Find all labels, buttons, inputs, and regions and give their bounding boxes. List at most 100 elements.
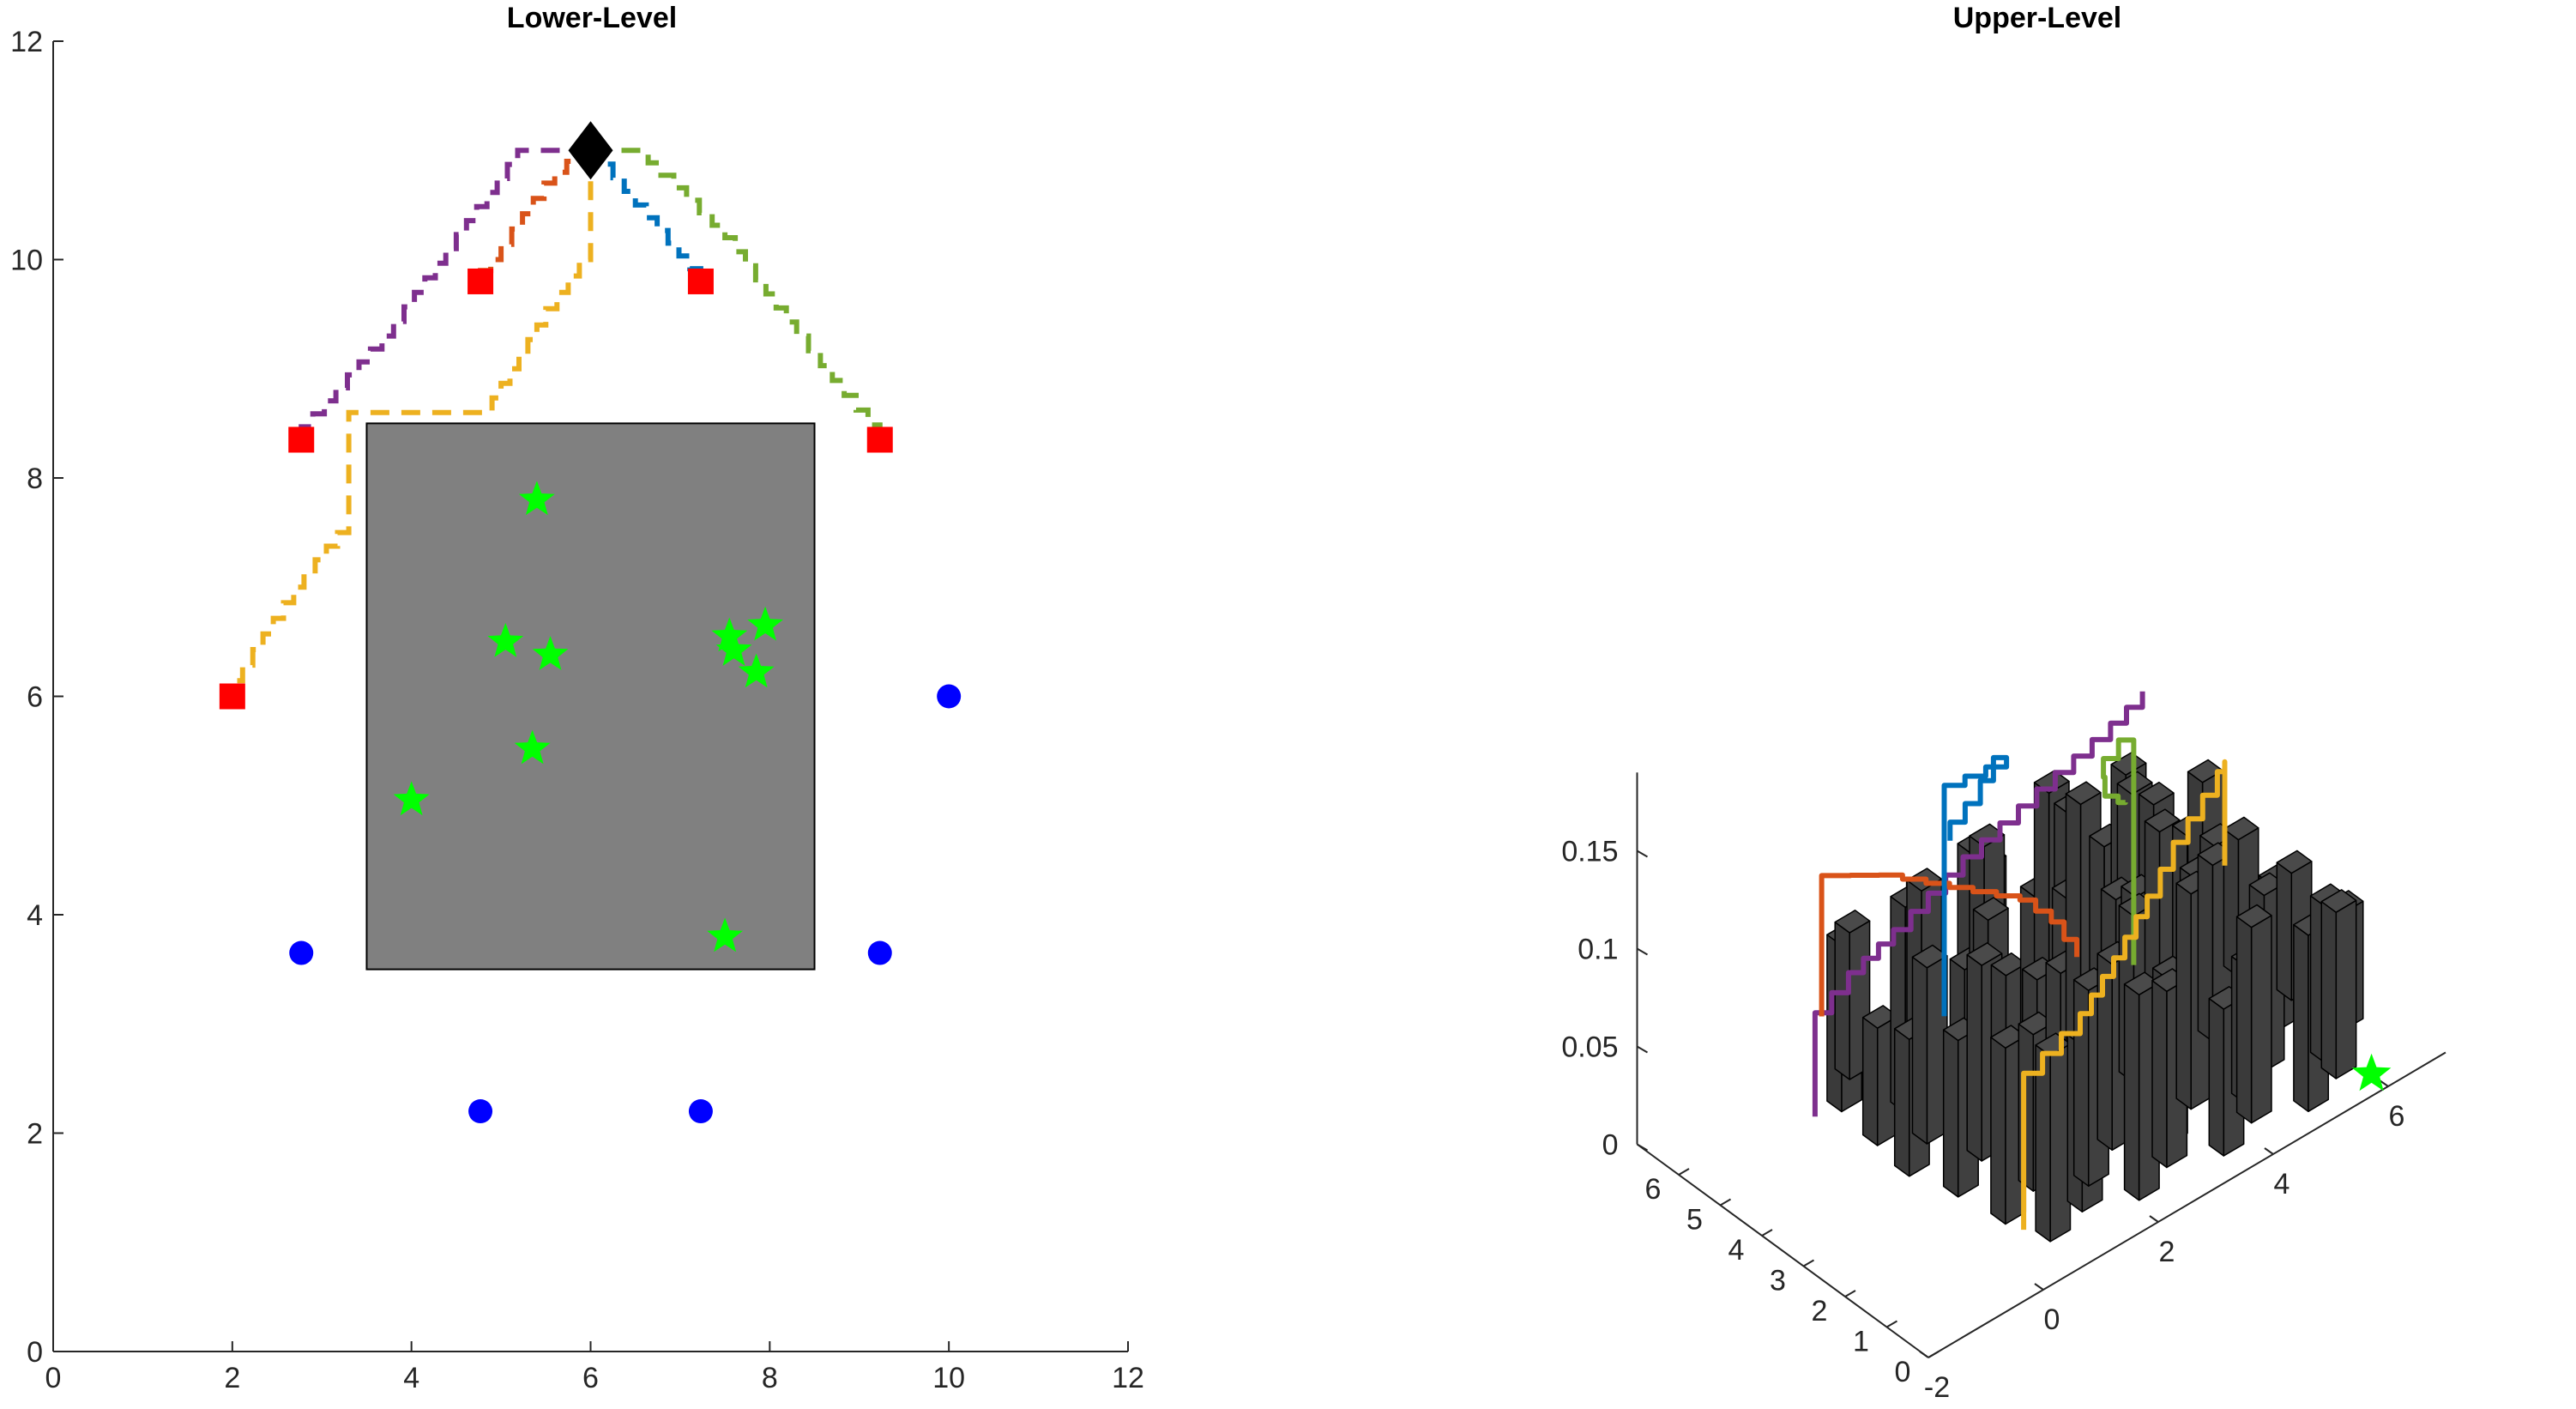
upper-level-content	[1812, 691, 2392, 1243]
building-bar	[2235, 904, 2272, 1124]
green-star	[715, 632, 752, 666]
blue-circle	[468, 1099, 493, 1124]
uav-flight-path	[1812, 691, 2145, 1117]
bar-face	[2123, 983, 2140, 1201]
bar-face	[2208, 997, 2225, 1157]
lower-level-title: Lower-Level	[507, 2, 677, 34]
y-tick-label: 12	[10, 26, 43, 58]
building-bar	[2035, 1032, 2072, 1243]
y-tick	[1844, 1290, 1856, 1297]
y-tick	[1927, 1351, 1940, 1358]
x-tick-label: 6	[582, 1362, 599, 1394]
uav-path	[299, 148, 591, 440]
uav-flight-path	[1941, 754, 2010, 1017]
bar-face	[1942, 1029, 1959, 1198]
z-tick-label: 0.05	[1561, 1031, 1618, 1064]
uav-path	[590, 148, 703, 281]
z-tick-label: 0	[1602, 1129, 1619, 1162]
y-tick-label: 4	[1728, 1234, 1745, 1267]
green-star	[2351, 1053, 2392, 1092]
y-tick-label: 6	[27, 681, 43, 714]
y-tick	[1885, 1320, 1898, 1328]
y-tick-label: 0	[1895, 1356, 1911, 1388]
y-tick-label: 3	[1770, 1265, 1786, 1297]
green-star	[487, 622, 524, 657]
bar-face	[2151, 980, 2168, 1169]
red-square	[468, 268, 494, 294]
y-tick-label: 1	[1853, 1326, 1869, 1358]
x-tick-label: 0	[45, 1362, 62, 1394]
y-tick-label: 5	[1686, 1204, 1703, 1237]
blue-circle	[867, 940, 892, 965]
base-station-diamond	[568, 121, 613, 180]
uav-path	[590, 148, 883, 440]
bar-face	[2293, 923, 2309, 1113]
x-tick	[1919, 1351, 1929, 1358]
lower-level-plot: Lower-Level 0 2 4 6 8 10 12 0 2 4 6 8 10 12	[10, 2, 1144, 1394]
z-tick-label: 0.1	[1578, 934, 1618, 966]
building-bar	[1911, 944, 1948, 1145]
bar-face	[1893, 1028, 1910, 1177]
bar-face	[2223, 816, 2259, 841]
bar-face	[1834, 921, 1850, 1080]
bar-face	[1990, 1037, 2006, 1225]
y-tick-label: 0	[27, 1336, 43, 1369]
z-tick	[1636, 1143, 1649, 1152]
bar-face	[2144, 808, 2181, 833]
bar-face	[1834, 910, 1871, 934]
bar-face	[2320, 900, 2338, 1079]
bar-face	[2175, 882, 2192, 1110]
uav-flight-path	[1819, 872, 2080, 1017]
bar-face	[1972, 897, 2009, 922]
bar-face	[2235, 916, 2253, 1124]
bar-face	[2138, 781, 2175, 806]
red-square	[866, 426, 893, 453]
uav-flight-path	[2101, 737, 2137, 965]
green-star	[518, 481, 555, 516]
bar-face	[1911, 944, 1948, 969]
bar-face	[2065, 781, 2102, 806]
uav-flight-path	[2021, 759, 2228, 1231]
z-tick	[1636, 947, 1649, 956]
y-tick-label: 2	[27, 1118, 43, 1151]
y-axis-line	[1636, 1143, 1929, 1358]
building-bar	[2320, 889, 2357, 1079]
y-tick	[1719, 1198, 1732, 1206]
bar-face	[2320, 889, 2357, 913]
bar-face	[2250, 915, 2272, 1124]
x-tick	[2379, 1079, 2389, 1087]
x-tick-label: 0	[2044, 1303, 2060, 1336]
bar-face	[1861, 1016, 1879, 1146]
bar-face	[1966, 942, 2003, 966]
x-tick	[2149, 1215, 2159, 1223]
bar-face	[1990, 952, 2027, 977]
obstacle-rect	[365, 422, 816, 971]
upper-level-title: Upper-Level	[1953, 2, 2122, 34]
x-tick-label: 4	[2274, 1168, 2290, 1200]
green-star	[514, 729, 551, 765]
bar-face	[2335, 899, 2357, 1079]
green-star	[532, 636, 569, 670]
green-star	[738, 653, 775, 688]
y-tick	[1802, 1259, 1815, 1267]
z-tick	[1636, 1045, 1649, 1054]
z-tick	[1636, 850, 1649, 858]
green-star	[393, 781, 430, 816]
x-tick-label: 2	[224, 1362, 240, 1394]
x-axis-line	[1927, 1051, 2446, 1358]
red-square	[288, 426, 315, 453]
red-square	[219, 683, 245, 710]
y-tick-label: 6	[1645, 1173, 1662, 1206]
x-tick-label: 4	[403, 1362, 419, 1394]
y-tick-label: 4	[27, 899, 43, 932]
blue-circle	[688, 1099, 713, 1124]
x-tick-label: 2	[2159, 1236, 2175, 1268]
bar-face	[1911, 956, 1928, 1145]
x-tick	[2034, 1283, 2044, 1291]
green-star	[707, 917, 743, 952]
y-tick	[1678, 1168, 1690, 1176]
y-tick-label: 8	[27, 463, 43, 495]
